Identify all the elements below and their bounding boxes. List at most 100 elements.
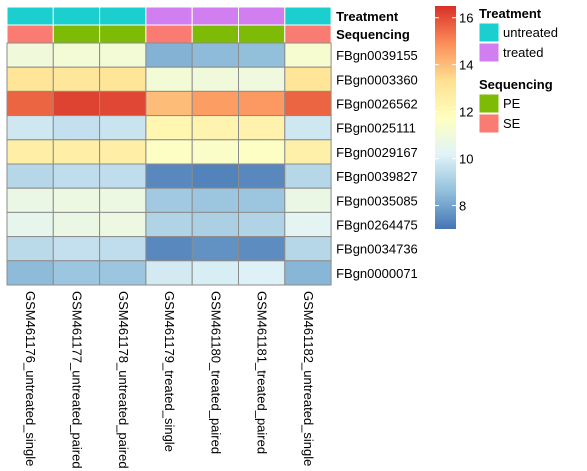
heatmap-cell [99, 260, 147, 286]
heatmap-cell [52, 115, 101, 141]
heatmap-cell [145, 139, 193, 165]
heatmap-cell [238, 260, 286, 286]
legend-swatch [478, 93, 500, 114]
heatmap-cell [284, 66, 332, 92]
heatmap-cell [6, 260, 54, 286]
column-label: GSM461182_untreated_single [301, 291, 316, 466]
annotation-labels: Treatment Sequencing [336, 9, 410, 42]
legend-swatch [478, 113, 500, 134]
heatmap-cell [99, 139, 147, 165]
row-label: FBgn0025111 [336, 121, 416, 136]
heatmap-cell [52, 163, 101, 189]
heatmap-cell [52, 66, 101, 92]
annotation-cell [145, 24, 193, 44]
color-scale-tick-label: 16 [459, 11, 473, 26]
legend-title: Treatment [479, 6, 542, 21]
heatmap-cell [52, 236, 101, 262]
heatmap-cell [284, 260, 332, 286]
color-scale-tick-label: 8 [459, 199, 466, 214]
heatmap-cell [191, 66, 239, 92]
row-label: FBgn0039827 [336, 169, 418, 184]
heatmap-cell [6, 211, 54, 238]
heatmap-cell [284, 42, 332, 68]
heatmap-cell [238, 139, 286, 165]
annotation-cell [238, 6, 286, 26]
legend-label: treated [503, 45, 543, 60]
annotation-legends: Treatment untreated treated Sequencing PE SE [478, 6, 558, 134]
heatmap-cell [191, 42, 239, 68]
legend-label: untreated [503, 25, 558, 40]
heatmap-cell [6, 163, 54, 189]
heatmap-cell [145, 236, 193, 262]
annotation-cell [284, 6, 332, 26]
legend-title: Sequencing [479, 77, 553, 92]
heatmap-cell [284, 139, 332, 165]
heatmap-cell [238, 90, 286, 117]
heatmap-cell [284, 236, 332, 262]
heatmap-cell [6, 139, 54, 165]
annotation-cell [99, 24, 147, 44]
annotation-cell [52, 6, 101, 26]
heatmap-cell [52, 42, 101, 68]
heatmap-cell [52, 260, 101, 286]
heatmap-cell [6, 66, 54, 92]
heatmap-cell [284, 187, 332, 213]
heatmap-cell [6, 42, 54, 68]
row-labels: FBgn0039155 FBgn0003360 FBgn0026562 FBgn002… [336, 48, 418, 281]
heatmap-cell [6, 90, 54, 117]
heatmap-cell [145, 42, 193, 68]
column-labels: GSM461176_untreated_single GSM461177_untr… [23, 291, 316, 469]
heatmap-cell [145, 187, 193, 213]
heatmap-cell [238, 115, 286, 141]
heatmap-cell [6, 236, 54, 262]
row-label: FBgn0034736 [336, 242, 418, 257]
annotation-bars [6, 6, 332, 44]
annotation-label: Sequencing [336, 27, 410, 42]
color-scale-tick-label: 14 [459, 58, 473, 73]
column-label: GSM461178_untreated_paired [116, 291, 131, 469]
heatmap-cell [6, 187, 54, 213]
annotation-cell [6, 24, 54, 44]
heatmap-cell [145, 115, 193, 141]
annotation-cell [99, 6, 147, 26]
heatmap-cell [99, 42, 147, 68]
legend-swatch [478, 42, 500, 63]
heatmap-cell [284, 90, 332, 117]
heatmap-cell [99, 187, 147, 213]
annotation-cell [191, 24, 239, 44]
heatmap-cell [52, 187, 101, 213]
heatmap-cell [284, 211, 332, 238]
heatmap-cell [145, 211, 193, 238]
heatmap-cell [191, 163, 239, 189]
column-label: GSM461176_untreated_single [23, 291, 38, 466]
annotation-cell [284, 24, 332, 44]
column-label: GSM461181_treated_paired [255, 291, 270, 454]
heatmap-cell [238, 211, 286, 238]
heatmap-cell [52, 90, 101, 117]
row-label: FBgn0039155 [336, 48, 418, 63]
heatmap-cell [238, 163, 286, 189]
annotation-cell [238, 24, 286, 44]
legend-label: PE [503, 96, 521, 111]
row-label: FBgn0029167 [336, 145, 418, 160]
heatmap-cell [99, 115, 147, 141]
heatmap-cell [191, 211, 239, 238]
row-label: FBgn0026562 [336, 97, 418, 112]
heatmap-cell [6, 115, 54, 141]
annotation-cell [145, 6, 193, 26]
annotation-cell [191, 6, 239, 26]
color-scale-bar [435, 6, 456, 229]
annotation-label: Treatment [336, 9, 399, 24]
color-scale-legend: 8 10 12 14 16 [435, 6, 473, 229]
row-label: FBgn0035085 [336, 193, 418, 208]
color-scale-tick-label: 10 [459, 152, 473, 167]
heatmap-cell [52, 211, 101, 238]
annotation-cell [6, 6, 54, 26]
heatmap-cell [191, 115, 239, 141]
heatmap-cell [238, 66, 286, 92]
heatmap-cell [99, 163, 147, 189]
heatmap-cell [99, 90, 147, 117]
heatmap-cell [99, 66, 147, 92]
heatmap-cell [238, 42, 286, 68]
